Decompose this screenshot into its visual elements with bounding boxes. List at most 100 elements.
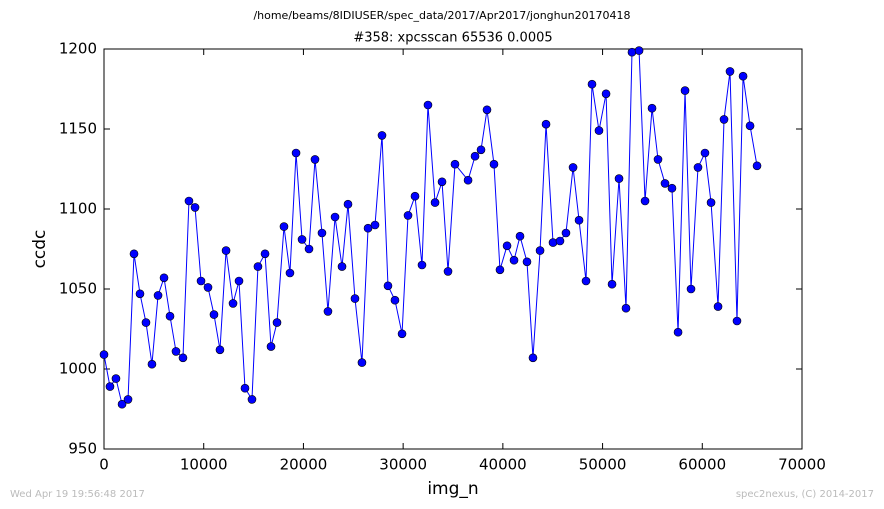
data-point bbox=[323, 307, 333, 316]
data-point bbox=[522, 257, 532, 267]
data-point bbox=[240, 383, 250, 393]
data-point bbox=[587, 79, 597, 89]
data-point bbox=[463, 175, 473, 185]
data-point bbox=[209, 310, 219, 319]
data-point bbox=[640, 196, 650, 206]
footer-left: Wed Apr 19 19:56:48 2017 bbox=[10, 489, 145, 500]
data-point bbox=[450, 159, 460, 169]
data-point bbox=[363, 223, 373, 233]
data-point bbox=[653, 155, 663, 164]
data-point bbox=[357, 358, 367, 367]
data-point bbox=[680, 86, 690, 95]
data-point bbox=[667, 183, 677, 193]
data-point bbox=[700, 148, 710, 158]
data-point bbox=[203, 283, 213, 292]
data-point bbox=[614, 174, 624, 183]
data-point bbox=[515, 231, 525, 241]
data-point bbox=[253, 262, 263, 271]
data-point bbox=[509, 255, 519, 265]
data-point bbox=[390, 295, 400, 305]
data-point bbox=[647, 103, 657, 113]
data-point bbox=[660, 179, 670, 188]
data-point bbox=[719, 115, 729, 124]
data-point bbox=[713, 302, 723, 311]
y-tick-label: 950 bbox=[68, 440, 97, 458]
y-tick-label: 1200 bbox=[59, 40, 97, 58]
data-point bbox=[548, 238, 558, 247]
x-tick-label: 30000 bbox=[379, 456, 427, 474]
data-point bbox=[171, 347, 181, 356]
data-point bbox=[541, 119, 551, 129]
data-point bbox=[337, 262, 347, 271]
data-point bbox=[403, 211, 413, 220]
data-point bbox=[581, 276, 591, 286]
data-point bbox=[221, 246, 231, 255]
data-point bbox=[693, 163, 703, 172]
data-point bbox=[574, 215, 584, 225]
data-point bbox=[111, 374, 121, 383]
data-point bbox=[706, 198, 716, 207]
data-point bbox=[234, 276, 244, 286]
y-tick-label: 1050 bbox=[59, 280, 97, 298]
data-point bbox=[594, 126, 604, 135]
x-tick-label: 20000 bbox=[280, 456, 328, 474]
data-point bbox=[634, 46, 644, 55]
footer-right: spec2nexus, (C) 2014-2017 bbox=[736, 489, 874, 500]
data-point bbox=[502, 241, 512, 251]
data-point bbox=[495, 265, 505, 275]
data-point bbox=[627, 47, 637, 57]
data-point bbox=[190, 203, 200, 212]
data-point bbox=[260, 249, 270, 259]
data-point bbox=[738, 71, 748, 81]
data-point bbox=[279, 222, 289, 231]
x-tick-label: 0 bbox=[99, 456, 109, 474]
data-point bbox=[147, 359, 157, 369]
data-point bbox=[423, 100, 433, 110]
data-point bbox=[304, 244, 314, 254]
data-point bbox=[228, 299, 238, 308]
x-tick-label: 70000 bbox=[778, 456, 826, 474]
data-point bbox=[123, 395, 133, 404]
data-point bbox=[184, 196, 194, 206]
data-point bbox=[470, 151, 480, 161]
data-point bbox=[561, 228, 571, 238]
data-point bbox=[686, 284, 696, 294]
data-point bbox=[350, 294, 360, 303]
data-point bbox=[129, 249, 139, 259]
data-point bbox=[153, 291, 163, 300]
plot-frame bbox=[103, 48, 803, 450]
data-point bbox=[673, 327, 683, 337]
data-point bbox=[528, 353, 538, 363]
data-point bbox=[621, 303, 631, 313]
data-point bbox=[310, 155, 320, 164]
data-point bbox=[568, 163, 578, 172]
suptitle: /home/beams/8IDIUSER/spec_data/2017/Apr2… bbox=[253, 9, 630, 22]
data-point bbox=[377, 131, 387, 140]
data-point bbox=[601, 89, 611, 99]
x-tick-label: 10000 bbox=[180, 456, 228, 474]
data-point bbox=[370, 220, 380, 230]
data-point bbox=[417, 260, 427, 270]
data-point bbox=[535, 246, 545, 255]
data-point bbox=[317, 228, 327, 238]
data-point bbox=[196, 276, 206, 286]
data-point bbox=[482, 105, 492, 115]
data-point bbox=[291, 148, 301, 158]
data-point bbox=[476, 145, 486, 155]
data-point bbox=[607, 279, 617, 289]
data-point bbox=[215, 345, 225, 355]
data-point bbox=[437, 177, 447, 187]
data-point bbox=[99, 350, 109, 359]
x-tick-label: 50000 bbox=[579, 456, 627, 474]
x-tick-label: 60000 bbox=[678, 456, 726, 474]
data-point bbox=[178, 353, 188, 363]
data-point bbox=[555, 236, 565, 246]
data-point bbox=[105, 382, 115, 391]
data-point bbox=[745, 121, 755, 131]
data-point bbox=[247, 395, 257, 404]
data-point bbox=[443, 267, 453, 276]
data-point bbox=[732, 316, 742, 326]
y-tick-label: 1000 bbox=[59, 360, 97, 378]
x-tick-label: 40000 bbox=[479, 456, 527, 474]
